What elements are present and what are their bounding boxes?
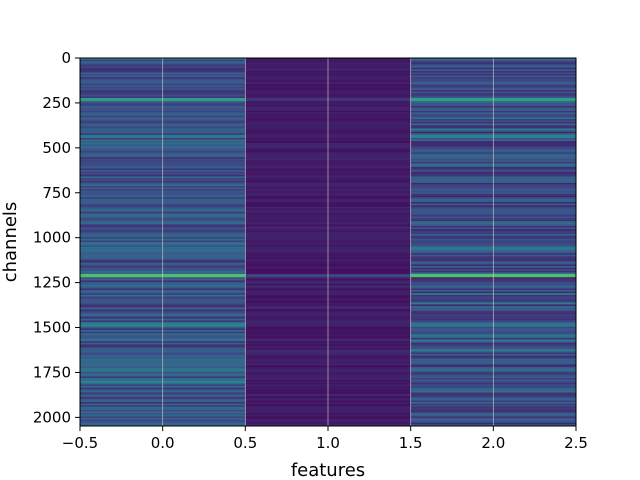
x-tick-label: 2.0 <box>481 434 505 452</box>
x-axis-label: features <box>291 460 365 480</box>
x-tick-label: −0.5 <box>62 434 98 452</box>
y-tick-label: 1250 <box>33 274 71 292</box>
y-tick-label: 500 <box>42 139 71 157</box>
y-tick-label: 1000 <box>33 229 71 247</box>
y-axis-label: channels <box>0 202 21 283</box>
x-tick-label: 1.5 <box>399 434 423 452</box>
y-tick-label: 1500 <box>33 319 71 337</box>
x-tick-label: 2.5 <box>564 434 588 452</box>
grid-lines <box>162 58 494 426</box>
y-tick-label: 2000 <box>33 408 71 426</box>
y-tick-label: 250 <box>42 94 71 112</box>
y-tick-label: 0 <box>61 49 71 67</box>
y-axis-ticks: 0 250 500 750 1000 1250 1500 1750 2000 <box>33 49 80 426</box>
x-tick-label: 0.0 <box>151 434 175 452</box>
y-tick-label: 750 <box>42 184 71 202</box>
y-tick-label: 1750 <box>33 363 71 381</box>
x-tick-label: 0.5 <box>233 434 257 452</box>
x-axis-ticks: −0.5 0.0 0.5 1.0 1.5 2.0 2.5 <box>62 426 588 452</box>
x-tick-label: 1.0 <box>316 434 340 452</box>
